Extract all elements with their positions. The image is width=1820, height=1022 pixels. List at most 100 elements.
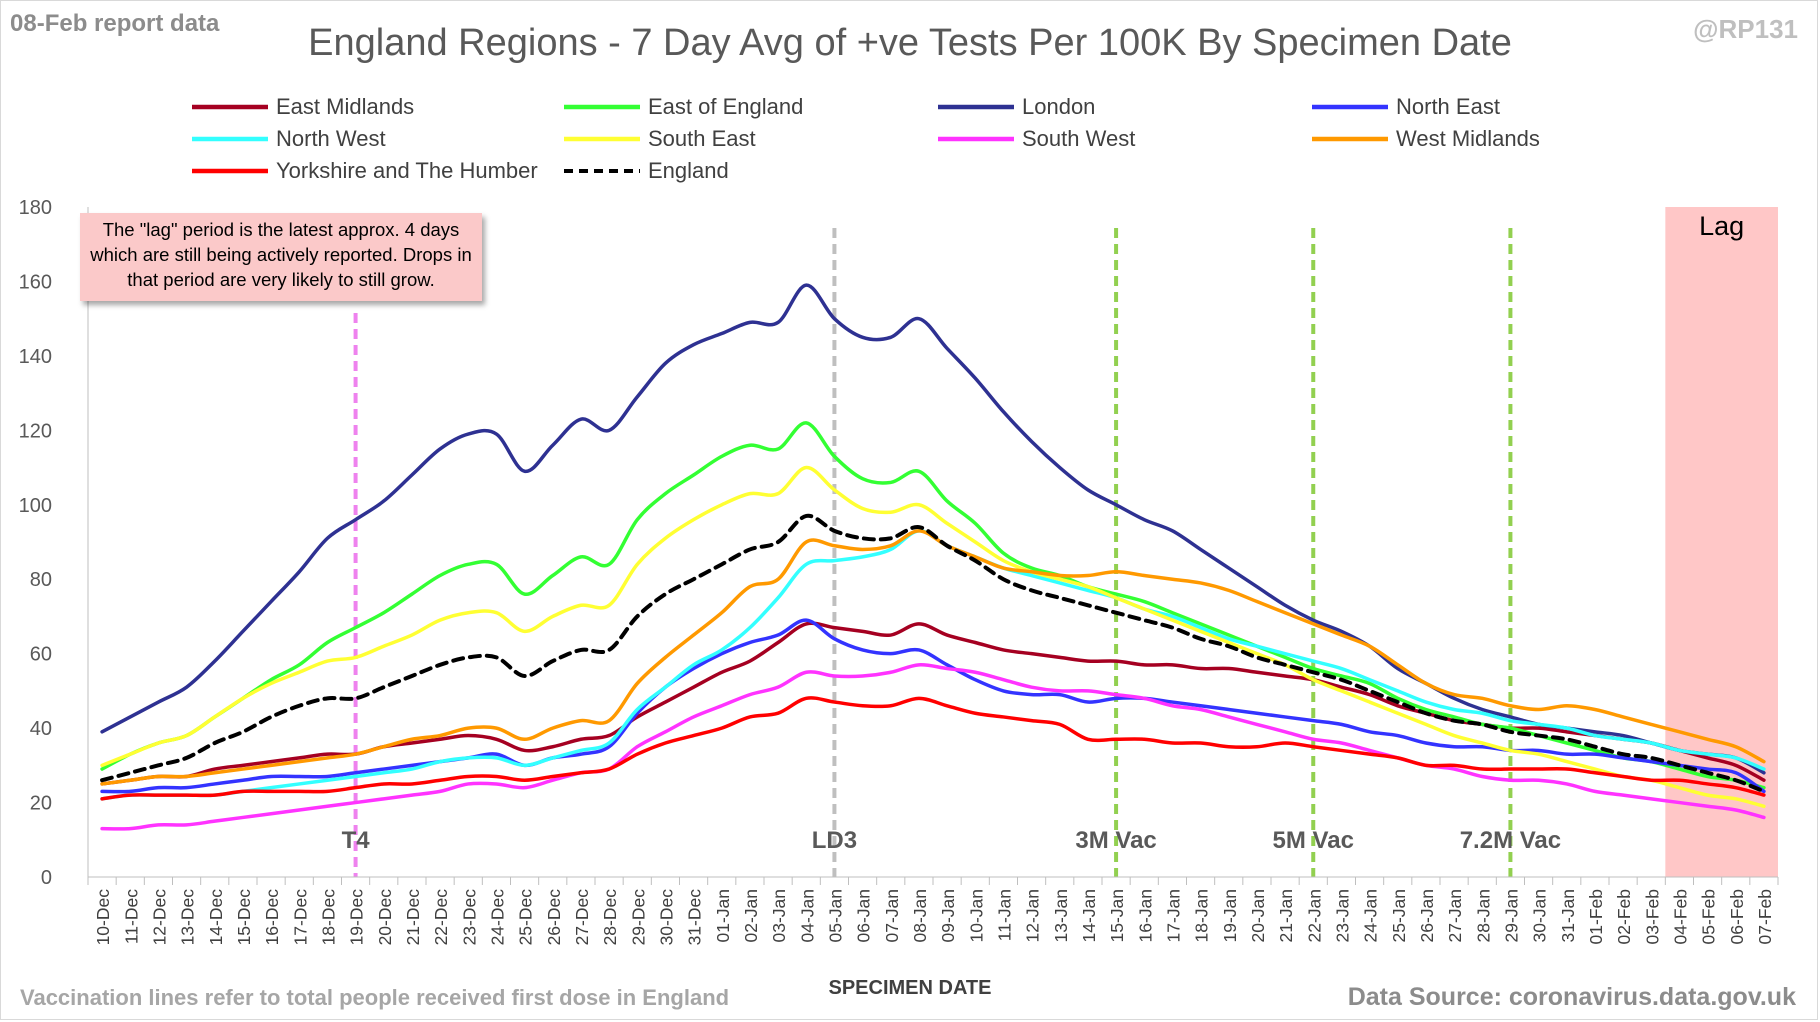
marker-label: 3M Vac <box>1075 827 1156 854</box>
x-tick-label: 23-Dec <box>459 889 479 946</box>
series-line-south-west <box>100 663 1766 831</box>
legend-item: West Midlands <box>1310 124 1540 154</box>
x-tick-label: 06-Jan <box>854 889 874 943</box>
legend-label: England <box>648 158 729 183</box>
x-tick-label: 25-Jan <box>1389 889 1409 943</box>
legend-label: West Midlands <box>1396 126 1540 151</box>
x-tick-label: 27-Dec <box>572 889 592 946</box>
x-tick-label: 30-Jan <box>1530 889 1550 943</box>
legend-label: East of England <box>648 94 804 119</box>
legend-swatch <box>192 136 268 142</box>
x-tick-label: 24-Dec <box>487 889 507 946</box>
x-tick-label: 17-Dec <box>290 889 310 946</box>
series-line-london <box>100 283 1766 775</box>
x-tick-label: 14-Dec <box>206 889 226 946</box>
x-tick-label: 01-Jan <box>713 889 733 943</box>
legend-item: North West <box>190 124 386 154</box>
x-tick-label: 13-Jan <box>1051 889 1071 943</box>
x-tick-label: 31-Jan <box>1558 889 1578 943</box>
x-tick-label: 29-Jan <box>1501 889 1521 943</box>
x-tick-label: 06-Feb <box>1727 889 1747 944</box>
legend-label: North West <box>276 126 386 151</box>
data-source: Data Source: coronavirus.data.gov.uk <box>1347 983 1796 1011</box>
x-tick-label: 01-Feb <box>1586 889 1606 944</box>
x-tick-label: 08-Jan <box>910 889 930 943</box>
x-tick-label: 03-Jan <box>769 889 789 943</box>
series-line-east-of-england <box>100 421 1766 790</box>
legend-swatch <box>1312 104 1388 110</box>
y-tick-label: 160 <box>19 271 52 293</box>
x-tick-label: 09-Jan <box>938 889 958 943</box>
x-tick-label: 14-Jan <box>1079 889 1099 943</box>
x-tick-label: 21-Dec <box>403 889 423 946</box>
legend-item: South West <box>936 124 1135 154</box>
legend-item: South East <box>562 124 756 154</box>
x-tick-label: 04-Feb <box>1670 889 1690 944</box>
legend-swatch <box>564 169 640 173</box>
x-tick-label: 22-Jan <box>1304 889 1324 943</box>
series-line-east-midlands <box>100 621 1766 786</box>
x-tick-label: 28-Dec <box>600 889 620 946</box>
y-tick-label: 0 <box>41 867 52 889</box>
y-tick-label: 80 <box>30 569 52 591</box>
x-tick-label: 07-Feb <box>1755 889 1775 944</box>
y-tick-label: 180 <box>19 197 52 219</box>
x-tick-label: 02-Jan <box>741 889 761 943</box>
x-tick-label: 21-Jan <box>1276 889 1296 943</box>
legend-label: North East <box>1396 94 1500 119</box>
chart-title: England Regions - 7 Day Avg of +ve Tests… <box>308 22 1512 64</box>
x-tick-label: 13-Dec <box>178 889 198 946</box>
marker-label: LD3 <box>812 827 857 854</box>
marker-label: T4 <box>342 827 371 854</box>
x-axis-title: SPECIMEN DATE <box>828 977 992 999</box>
x-tick-label: 04-Jan <box>797 889 817 943</box>
x-tick-label: 11-Jan <box>994 889 1014 941</box>
legend-swatch <box>938 104 1014 110</box>
x-tick-label: 03-Feb <box>1642 889 1662 944</box>
x-tick-label: 22-Dec <box>431 889 451 946</box>
x-tick-label: 31-Dec <box>685 889 705 946</box>
y-tick-label: 100 <box>19 495 52 517</box>
x-tick-label: 27-Jan <box>1445 889 1465 943</box>
x-tick-label: 10-Dec <box>93 889 113 946</box>
x-tick-label: 11-Dec <box>121 889 141 944</box>
legend-swatch <box>192 168 268 174</box>
y-tick-label: 40 <box>30 718 52 740</box>
legend-item: East Midlands <box>190 92 414 122</box>
x-tick-label: 10-Jan <box>966 889 986 943</box>
x-tick-label: 16-Dec <box>262 889 282 946</box>
x-tick-label: 16-Jan <box>1135 889 1155 943</box>
x-tick-label: 12-Dec <box>149 889 169 946</box>
marker-label: 5M Vac <box>1273 827 1354 854</box>
legend-item: Yorkshire and The Humber <box>190 156 538 186</box>
y-tick-label: 20 <box>30 793 52 815</box>
x-tick-label: 05-Jan <box>825 889 845 943</box>
marker-label: 7.2M Vac <box>1460 827 1561 854</box>
x-tick-label: 28-Jan <box>1473 889 1493 943</box>
x-tick-label: 05-Feb <box>1699 889 1719 944</box>
x-tick-label: 19-Jan <box>1220 889 1240 943</box>
legend-item: North East <box>1310 92 1500 122</box>
x-tick-label: 24-Jan <box>1361 889 1381 943</box>
lag-note-box: The "lag" period is the latest approx. 4… <box>80 213 482 301</box>
series-line-england <box>100 513 1766 794</box>
chart-legend: East Midlands East of England London North … <box>190 92 1610 192</box>
report-date: 08-Feb report data <box>10 10 220 37</box>
author-handle: @RP131 <box>1693 14 1798 44</box>
legend-item: London <box>936 92 1095 122</box>
x-tick-label: 15-Dec <box>234 889 254 946</box>
x-tick-label: 29-Dec <box>628 889 648 946</box>
series-line-north-east <box>100 618 1766 794</box>
x-tick-label: 17-Jan <box>1163 889 1183 943</box>
y-tick-label: 140 <box>19 346 52 368</box>
legend-item: East of England <box>562 92 803 122</box>
y-tick-label: 60 <box>30 644 52 666</box>
legend-swatch <box>938 136 1014 142</box>
x-tick-label: 26-Jan <box>1417 889 1437 943</box>
series-line-yorkshire-and-the-humber <box>100 696 1766 801</box>
legend-label: South East <box>648 126 756 151</box>
legend-label: East Midlands <box>276 94 415 119</box>
legend-label: South West <box>1022 126 1136 151</box>
